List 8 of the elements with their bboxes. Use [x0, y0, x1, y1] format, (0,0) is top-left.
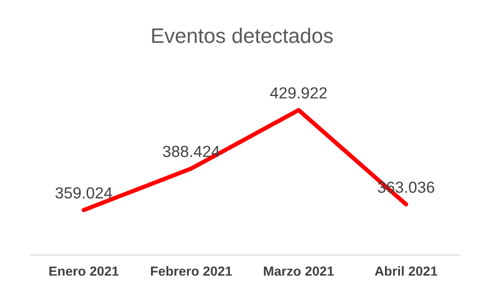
x-tick-label: Abril 2021 — [374, 266, 438, 276]
x-tick-label: Marzo 2021 — [264, 266, 334, 276]
data-label: 359.024 — [55, 187, 112, 199]
x-tick-label: Enero 2021 — [49, 266, 119, 276]
x-tick-label: Febrero 2021 — [150, 266, 232, 276]
chart-title: Eventos detectados — [152, 28, 333, 44]
data-label: 388.424 — [162, 146, 220, 158]
data-label: 429.922 — [270, 87, 327, 99]
